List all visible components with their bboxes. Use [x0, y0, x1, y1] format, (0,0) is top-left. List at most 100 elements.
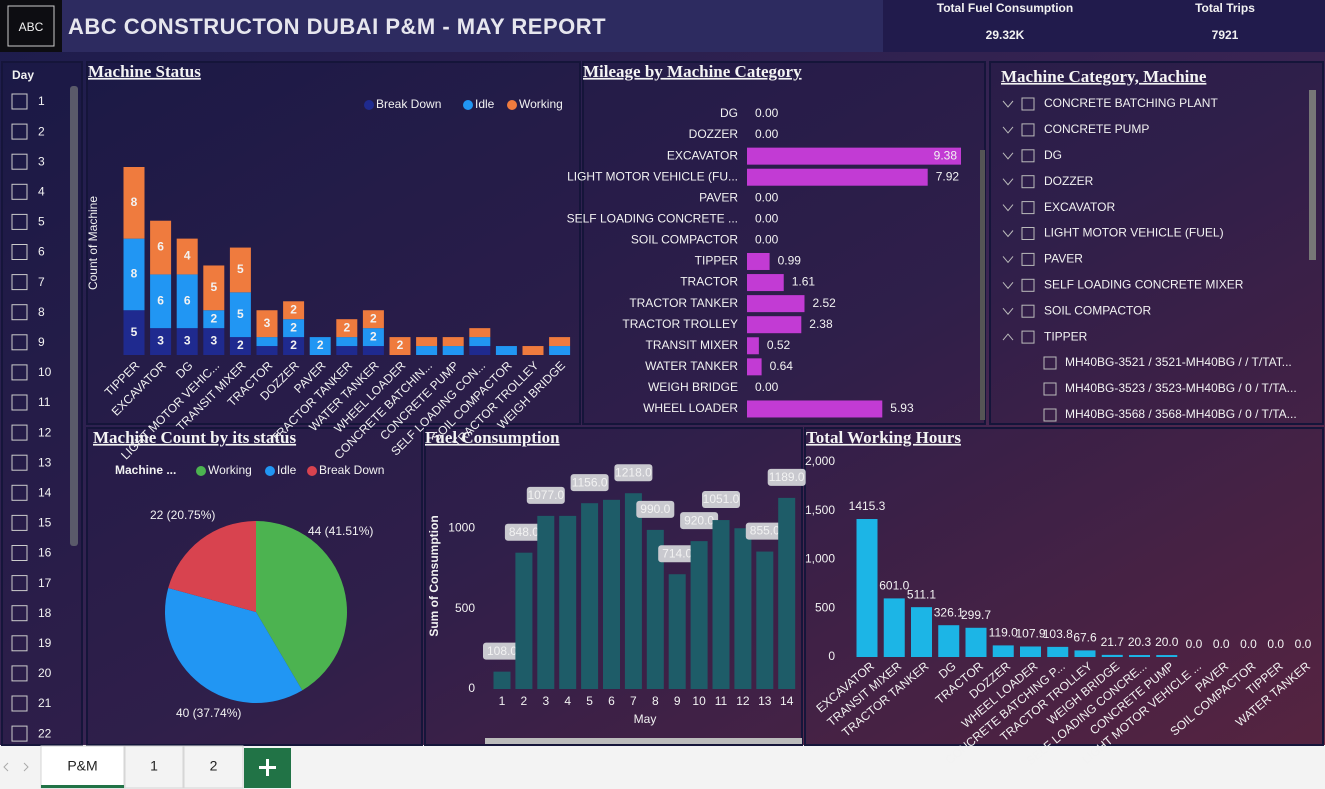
- checkbox[interactable]: [1021, 123, 1035, 137]
- checkbox[interactable]: [11, 424, 28, 441]
- checkbox[interactable]: [11, 665, 28, 682]
- day-option[interactable]: 8: [38, 305, 45, 319]
- day-option[interactable]: 7: [38, 275, 45, 289]
- tree-item[interactable]: EXCAVATOR: [1044, 200, 1115, 214]
- expand-icon[interactable]: [1002, 100, 1014, 108]
- checkbox[interactable]: [11, 484, 28, 501]
- checkbox[interactable]: [11, 605, 28, 622]
- data-label: 920.0: [684, 513, 714, 527]
- checkbox[interactable]: [11, 695, 28, 712]
- tree-item[interactable]: PAVER: [1044, 252, 1083, 266]
- tree-item[interactable]: TIPPER: [1044, 329, 1088, 343]
- day-option[interactable]: 19: [38, 636, 52, 650]
- day-option[interactable]: 12: [38, 425, 52, 439]
- expand-icon[interactable]: [1002, 307, 1014, 315]
- expand-icon[interactable]: [1002, 230, 1014, 238]
- day-option[interactable]: 11: [38, 395, 51, 409]
- checkbox[interactable]: [1021, 149, 1035, 163]
- checkbox[interactable]: [11, 123, 28, 140]
- data-label: 20.0: [1155, 635, 1179, 649]
- checkbox[interactable]: [11, 394, 28, 411]
- day-option[interactable]: 9: [38, 335, 45, 349]
- checkbox[interactable]: [11, 93, 28, 110]
- tree-item[interactable]: CONCRETE BATCHING PLANT: [1044, 96, 1218, 110]
- checkbox[interactable]: [1021, 304, 1035, 318]
- checkbox[interactable]: [1021, 252, 1035, 266]
- checkbox[interactable]: [1021, 278, 1035, 292]
- day-option[interactable]: 16: [38, 546, 52, 560]
- day-option[interactable]: 4: [38, 184, 45, 198]
- checkbox[interactable]: [1043, 408, 1057, 422]
- bar-segment: [123, 167, 145, 239]
- checkbox[interactable]: [11, 334, 28, 351]
- checkbox[interactable]: [11, 304, 28, 321]
- tree-item[interactable]: SELF LOADING CONCRETE MIXER: [1044, 277, 1244, 291]
- day-option[interactable]: 10: [38, 365, 52, 379]
- tab[interactable]: [183, 745, 244, 789]
- collapse-icon[interactable]: [1002, 333, 1014, 341]
- expand-icon[interactable]: [1002, 281, 1014, 290]
- checkbox[interactable]: [1043, 356, 1057, 370]
- tab[interactable]: [124, 745, 184, 789]
- y-tick-label: TRACTOR TROLLEY: [622, 317, 738, 331]
- checkbox[interactable]: [11, 725, 28, 742]
- day-option[interactable]: 21: [38, 696, 52, 710]
- checkbox[interactable]: [11, 635, 28, 652]
- bar-segment: [123, 310, 145, 355]
- data-label: 2: [210, 311, 217, 325]
- tree-item[interactable]: SOIL COMPACTOR: [1044, 303, 1151, 317]
- checkbox[interactable]: [1021, 175, 1035, 189]
- checkbox[interactable]: [11, 183, 28, 200]
- checkbox[interactable]: [11, 545, 28, 561]
- day-option[interactable]: 13: [38, 455, 52, 469]
- tree-child-item[interactable]: MH40BG-3521 / 3521-MH40BG / / T/TAT...: [1065, 355, 1292, 369]
- tree-item[interactable]: LIGHT MOTOR VEHICLE (FUEL): [1044, 226, 1224, 240]
- checkbox[interactable]: [11, 364, 28, 381]
- day-option[interactable]: 2: [38, 124, 45, 138]
- checkbox[interactable]: [11, 153, 28, 170]
- day-option[interactable]: 14: [38, 485, 52, 499]
- bar-segment: [522, 346, 544, 355]
- tree-item[interactable]: DG: [1044, 148, 1062, 162]
- expand-icon[interactable]: [1002, 204, 1014, 212]
- scrollbar[interactable]: [485, 738, 802, 744]
- checkbox[interactable]: [11, 454, 28, 471]
- checkbox[interactable]: [11, 575, 28, 592]
- tab-label[interactable]: 2: [210, 758, 218, 774]
- data-label: 1077.0: [527, 488, 564, 502]
- day-option[interactable]: 6: [38, 245, 45, 259]
- checkbox[interactable]: [11, 274, 28, 291]
- expand-icon[interactable]: [1002, 256, 1014, 264]
- day-option[interactable]: 15: [38, 516, 52, 530]
- legend-label: Working: [208, 463, 252, 477]
- expand-icon[interactable]: [1002, 178, 1014, 186]
- checkbox[interactable]: [11, 514, 28, 531]
- checkbox[interactable]: [11, 213, 28, 230]
- label-box: [483, 642, 521, 660]
- tree-item[interactable]: DOZZER: [1044, 174, 1094, 188]
- day-option[interactable]: 18: [38, 606, 52, 620]
- checkbox[interactable]: [1021, 97, 1035, 111]
- day-option[interactable]: 20: [38, 666, 52, 680]
- expand-icon[interactable]: [1002, 152, 1014, 160]
- day-option[interactable]: 17: [38, 576, 52, 590]
- data-label: 108.0: [487, 644, 517, 658]
- day-option[interactable]: 3: [38, 154, 45, 168]
- expand-icon[interactable]: [1002, 126, 1014, 134]
- day-option[interactable]: 5: [38, 215, 45, 229]
- tree-child-item[interactable]: MH40BG-3568 / 3568-MH40BG / 0 / T/TA...: [1065, 407, 1297, 421]
- checkbox[interactable]: [1021, 201, 1035, 215]
- bar-segment: [362, 310, 384, 329]
- day-option[interactable]: 1: [38, 94, 45, 108]
- data-label: 5: [210, 280, 217, 294]
- day-option[interactable]: 22: [38, 726, 52, 740]
- checkbox[interactable]: [1021, 330, 1035, 344]
- tab-nav-arrows[interactable]: [3, 762, 29, 772]
- tree-item[interactable]: CONCRETE PUMP: [1044, 122, 1149, 136]
- checkbox[interactable]: [1043, 382, 1057, 396]
- checkbox[interactable]: [1021, 227, 1035, 240]
- tab-label[interactable]: P&M: [67, 758, 97, 774]
- tab-label[interactable]: 1: [150, 758, 158, 774]
- tree-child-item[interactable]: MH40BG-3523 / 3523-MH40BG / 0 / T/TA...: [1065, 381, 1297, 395]
- checkbox[interactable]: [11, 244, 28, 260]
